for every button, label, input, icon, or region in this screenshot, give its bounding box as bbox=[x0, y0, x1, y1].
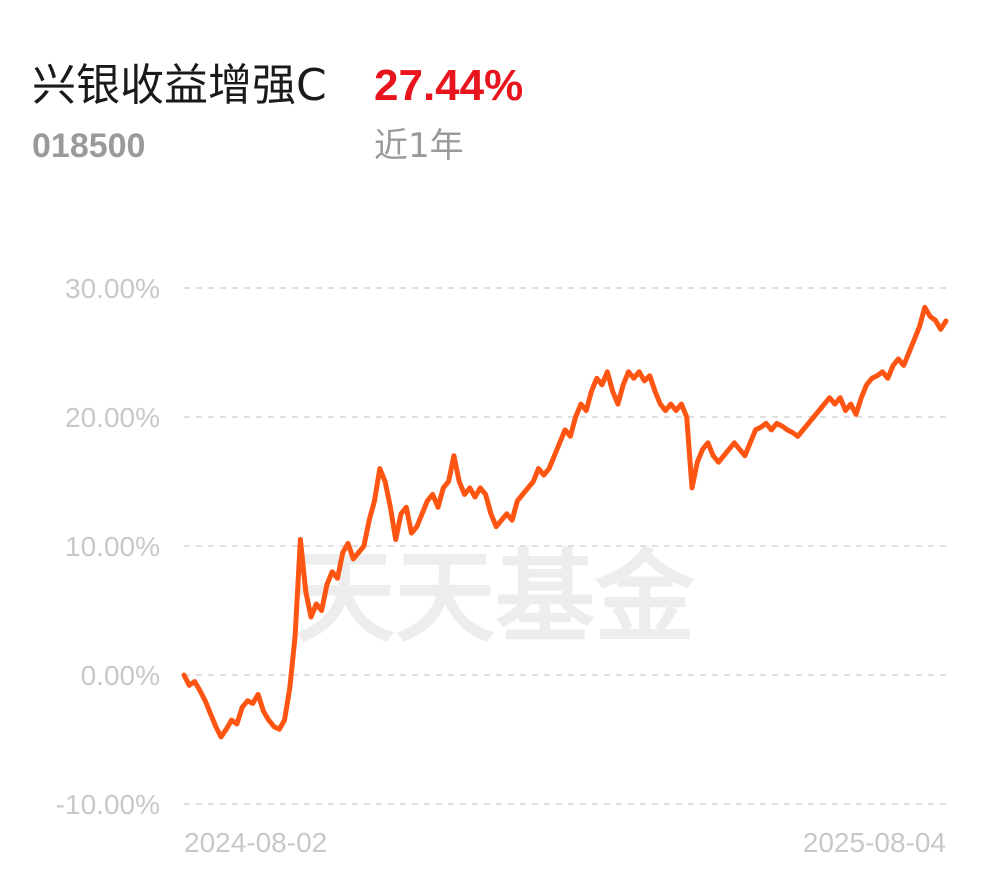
y-tick-label: 0.00% bbox=[81, 660, 160, 691]
series-line bbox=[181, 304, 949, 740]
series-layer bbox=[181, 304, 949, 740]
fund-name: 兴银收益增强C bbox=[32, 60, 327, 111]
x-axis-ticks: 2024-08-02 2025-08-04 bbox=[184, 827, 946, 858]
fund-return: 27.44% bbox=[374, 61, 524, 110]
y-axis-ticks: 30.00% 20.00% 10.00% 0.00% -10.00% bbox=[56, 273, 160, 820]
x-tick-label: 2024-08-02 bbox=[184, 827, 327, 858]
watermark: 天天基金 bbox=[295, 538, 696, 656]
x-tick-label: 2025-08-04 bbox=[803, 827, 946, 858]
y-tick-label: -10.00% bbox=[56, 789, 160, 820]
y-tick-label: 20.00% bbox=[65, 402, 160, 433]
y-tick-label: 30.00% bbox=[65, 273, 160, 304]
period-label: 近1年 bbox=[374, 126, 464, 166]
y-tick-label: 10.00% bbox=[65, 531, 160, 562]
fund-code: 018500 bbox=[32, 127, 146, 165]
